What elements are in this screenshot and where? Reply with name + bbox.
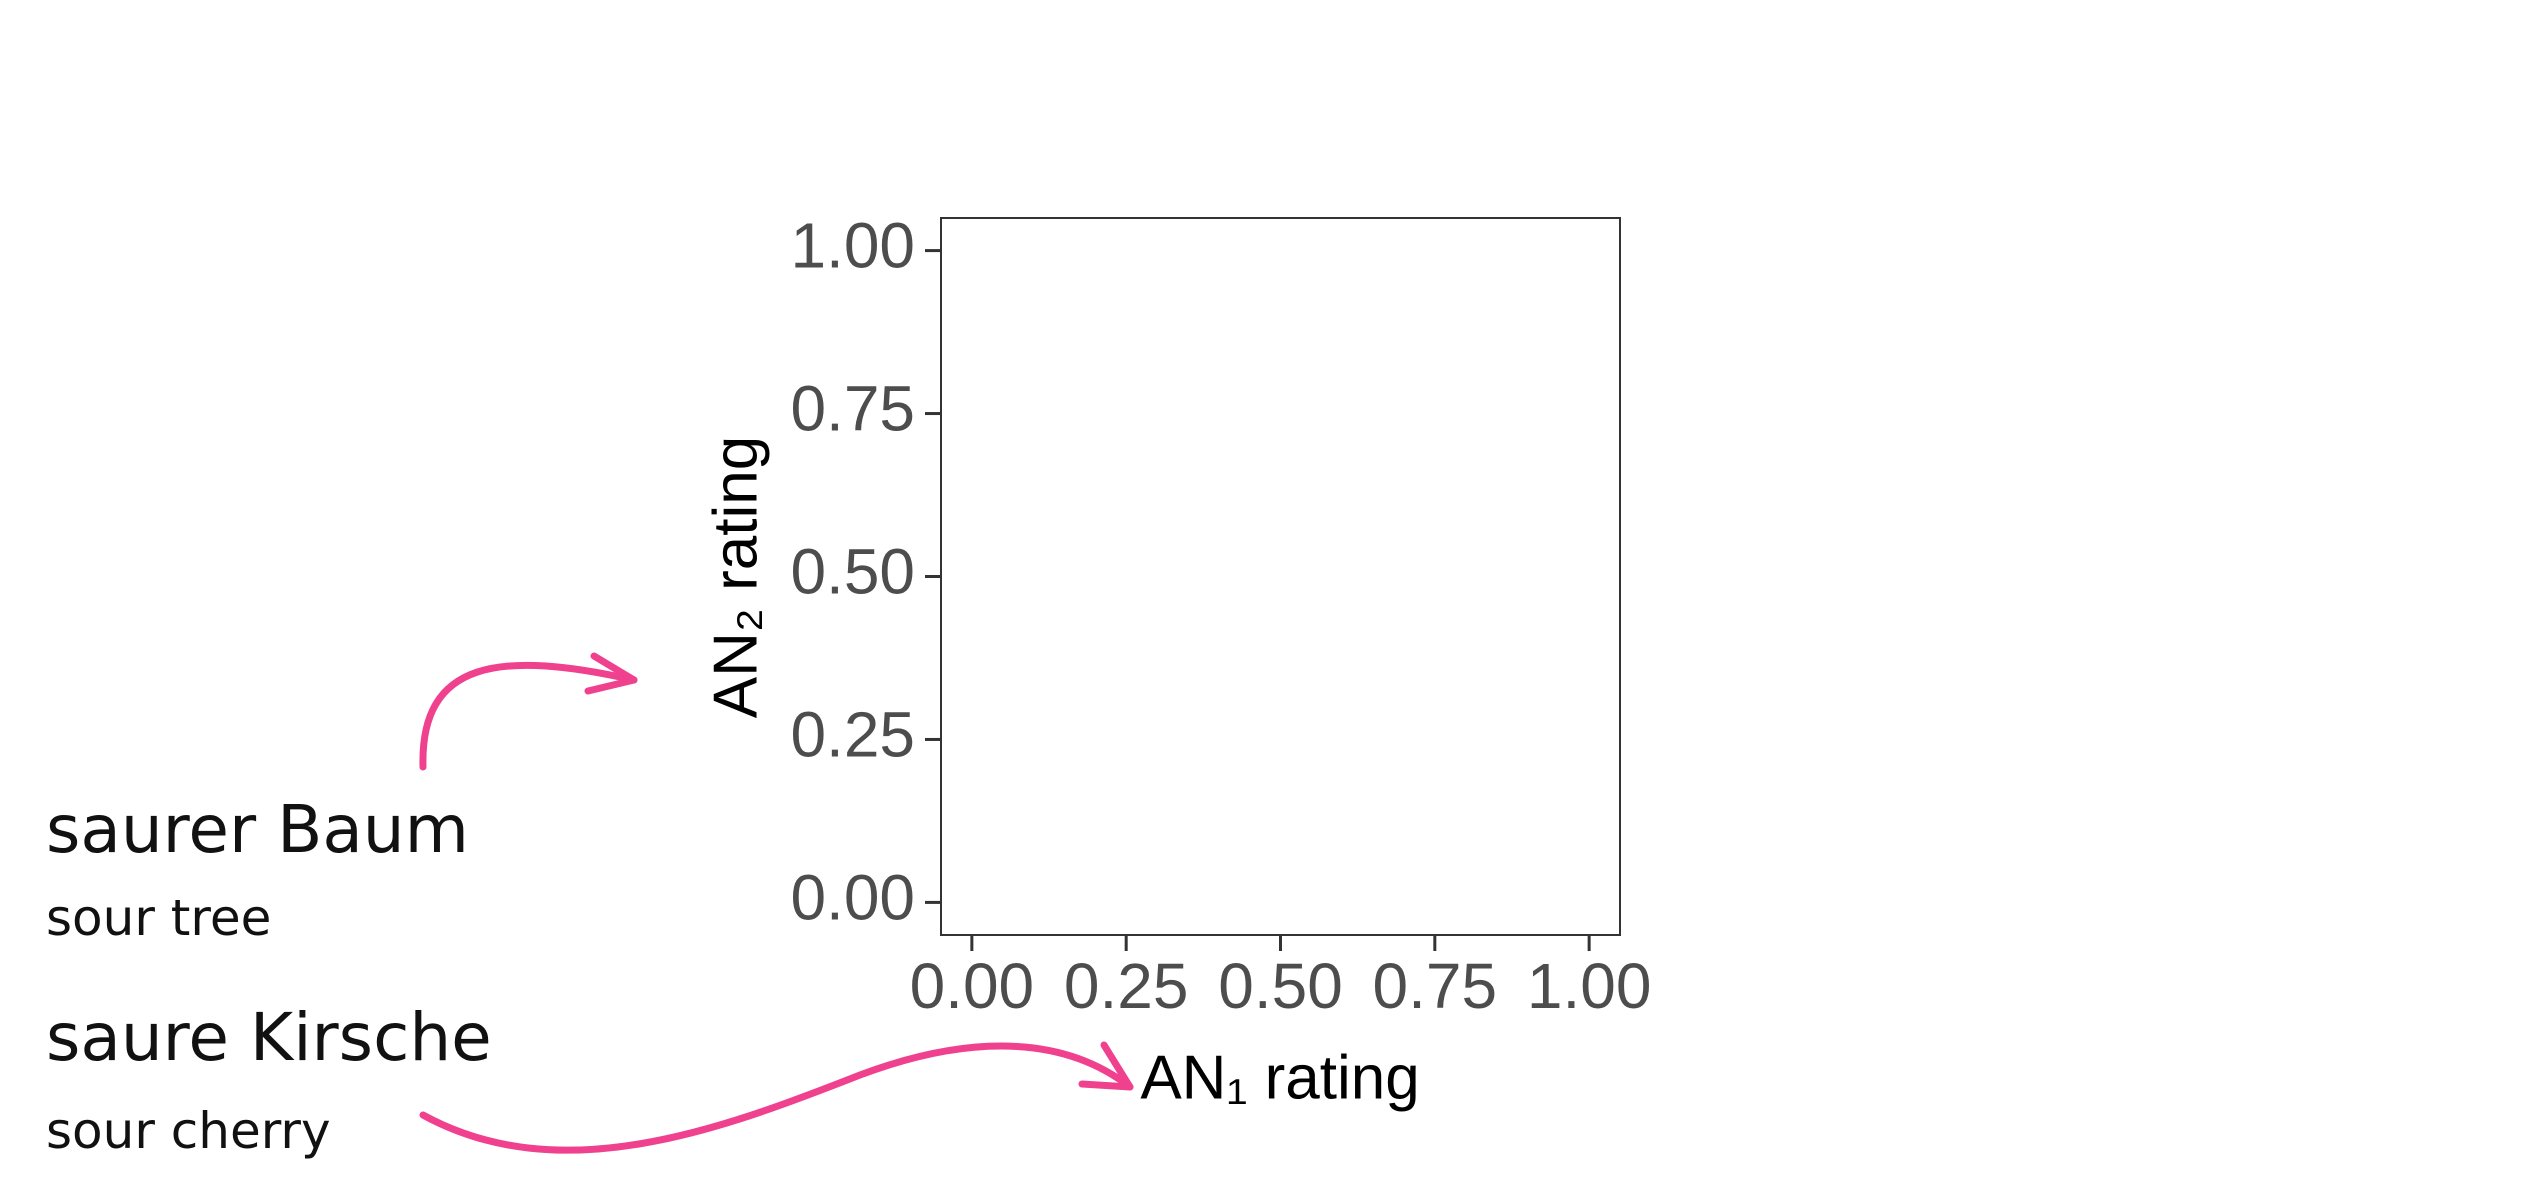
annotation-text: saure Kirsche (46, 999, 492, 1076)
y-tick-label: 0.25 (790, 698, 915, 770)
x-axis-title: AN₁ rating (1140, 1043, 1419, 1112)
arrow (419, 661, 638, 771)
x-tick-label: 0.00 (910, 950, 1035, 1022)
arrow (419, 1042, 1134, 1154)
arrow-head (584, 652, 638, 695)
x-tick-label: 0.25 (1064, 950, 1189, 1022)
annotation-text: saurer Baum (46, 791, 469, 868)
annotation-translation: sour cherry (46, 1102, 331, 1160)
x-tick-label: 0.50 (1218, 950, 1343, 1022)
annotation-translation: sour tree (46, 889, 271, 947)
y-tick-label: 1.00 (790, 209, 915, 281)
y-axis-title: AN₂ rating (701, 436, 770, 719)
arrows (419, 652, 1134, 1154)
x-tick-label: 1.00 (1527, 950, 1652, 1022)
y-tick-label: 0.50 (790, 535, 915, 607)
arrow-head (1078, 1041, 1134, 1091)
x-tick-label: 0.75 (1373, 950, 1498, 1022)
plot-panel (940, 217, 1621, 936)
y-tick-label: 0.75 (790, 372, 915, 444)
y-tick-label: 0.00 (790, 861, 915, 933)
